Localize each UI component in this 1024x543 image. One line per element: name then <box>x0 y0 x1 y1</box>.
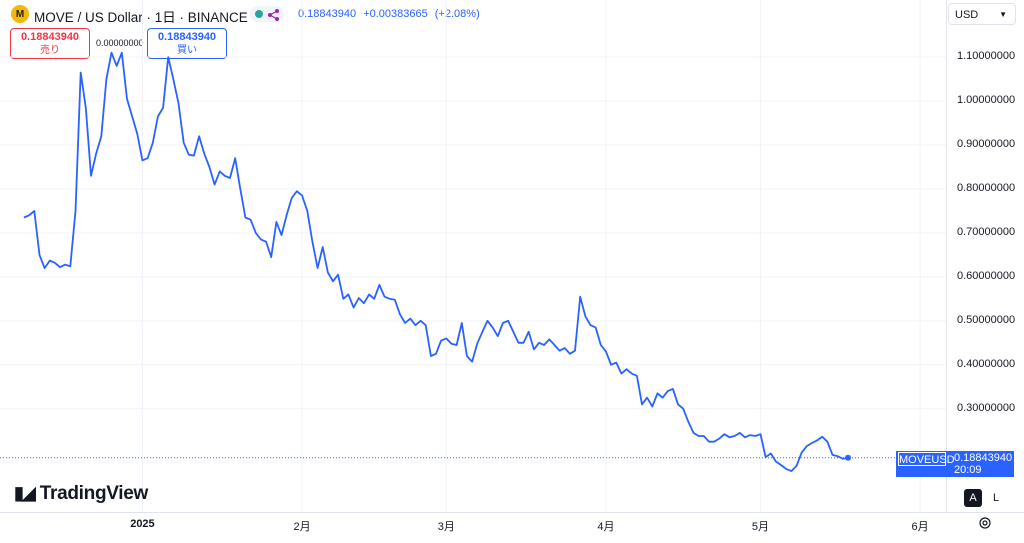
last-tag-symbol: MOVEUSD <box>898 451 955 466</box>
price-tick-label: 0.70000000 <box>957 225 1016 238</box>
currency-value: USD <box>955 9 979 21</box>
tradingview-mark-icon: ▮◢ <box>14 483 36 503</box>
currency-select[interactable]: USD ▼ <box>948 3 1016 25</box>
market-open-dot-icon <box>255 10 263 18</box>
buy-label: 買い <box>177 45 197 56</box>
last-tag-price: 0.18843940 <box>954 451 1013 464</box>
buy-button[interactable]: 0.18843940 買い <box>147 28 227 59</box>
sell-button[interactable]: 0.18843940 売り <box>10 28 90 59</box>
price-tick-label: 1.10000000 <box>957 50 1016 63</box>
quote-last-price: 0.18843940 <box>298 8 357 20</box>
spread-value: 0.00000000 <box>96 38 144 48</box>
price-tick-label: 0.80000000 <box>957 181 1016 194</box>
move-coin-logo-icon: M <box>11 5 29 23</box>
time-tick-label: 5月 <box>751 521 769 533</box>
time-tick-label: 2025 <box>130 518 155 530</box>
last-price-tag: MOVEUSD 0.18843940 20:09 <box>896 450 1014 477</box>
time-tick-label: 3月 <box>437 521 455 533</box>
share-network-icon[interactable] <box>267 8 281 22</box>
vertical-grid <box>141 0 921 512</box>
time-tick-label: 2月 <box>293 521 311 533</box>
series-line-moveusd <box>23 51 849 473</box>
buy-price: 0.18843940 <box>157 31 217 43</box>
time-tick-label: 4月 <box>597 521 615 533</box>
price-plot[interactable] <box>0 0 946 512</box>
price-axis-border <box>946 0 947 512</box>
price-tick-label: 1.00000000 <box>957 94 1016 107</box>
price-tick-label: 0.90000000 <box>957 138 1016 151</box>
price-tick-label: 0.40000000 <box>957 357 1016 370</box>
auto-scale-button[interactable]: A <box>964 489 982 507</box>
log-scale-button[interactable]: L <box>992 492 1000 504</box>
tradingview-wordmark: TradingView <box>39 483 149 504</box>
last-price-point <box>845 454 851 461</box>
price-tick-label: 0.50000000 <box>957 313 1016 326</box>
time-tick-label: 6月 <box>911 521 929 533</box>
quote-change: +0.00383665 <box>363 8 428 20</box>
sell-label: 売り <box>40 45 60 56</box>
tradingview-logo[interactable]: ▮◢ TradingView <box>14 483 148 505</box>
price-tick-label: 0.60000000 <box>957 269 1016 282</box>
price-tick-label: 0.30000000 <box>957 401 1016 414</box>
horizontal-grid <box>0 56 946 410</box>
sell-price: 0.18843940 <box>20 31 80 43</box>
chevron-down-icon: ▼ <box>999 10 1007 19</box>
bar-countdown: 20:09 <box>954 463 982 476</box>
settings-gear-icon[interactable] <box>978 516 992 530</box>
time-axis-border <box>0 512 1024 513</box>
symbol-title[interactable]: MOVE / US Dollar · 1日 · BINANCE <box>34 10 248 25</box>
